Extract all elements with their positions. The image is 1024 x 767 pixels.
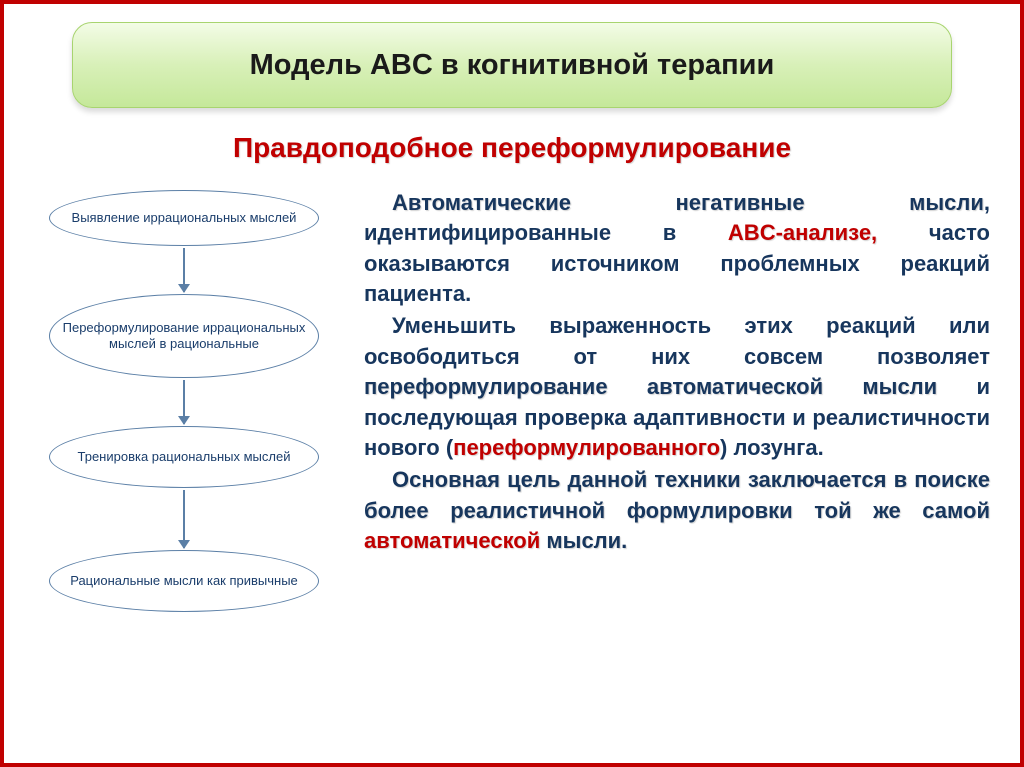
text-accent: автоматической <box>364 528 540 553</box>
page-title: Модель ABC в когнитивной терапии <box>250 49 775 82</box>
text: Уменьшить выраженность этих реакций или … <box>364 313 990 368</box>
flow-node-3: Тренировка рациональных мыслей <box>49 426 319 488</box>
flow-node-2: Переформулирование иррациональных мыслей… <box>49 294 319 378</box>
text-accent: переформулированного <box>453 435 720 460</box>
flowchart: Выявление иррациональных мыслей Переформ… <box>24 184 344 612</box>
text-accent: ABC-анализе, <box>728 220 877 245</box>
subtitle: Правдоподобное переформулирование <box>4 132 1020 164</box>
flow-arrow-icon <box>183 248 185 292</box>
flow-node-1: Выявление иррациональных мыслей <box>49 190 319 246</box>
flow-arrow-icon <box>183 380 185 424</box>
text-bold: Основная цель данной техники заключается… <box>364 467 990 522</box>
paragraph-3: Основная цель данной техники заключается… <box>364 465 990 556</box>
paragraph-2: Уменьшить выраженность этих реакций или … <box>364 311 990 463</box>
flow-node-4: Рациональные мысли как привычные <box>49 550 319 612</box>
text-bold: мысли. <box>540 528 627 553</box>
text: ) лозунга. <box>720 435 824 460</box>
title-banner: Модель ABC в когнитивной терапии <box>72 22 952 108</box>
flow-arrow-icon <box>183 490 185 548</box>
content-area: Выявление иррациональных мыслей Переформ… <box>4 184 1020 612</box>
body-text: Автоматические негативные мысли, идентиф… <box>364 184 990 612</box>
text-bold: переформулирование автоматической мысли <box>364 374 937 399</box>
text-bold: Автоматические негативные мысли <box>392 190 984 215</box>
paragraph-1: Автоматические негативные мысли, идентиф… <box>364 188 990 309</box>
